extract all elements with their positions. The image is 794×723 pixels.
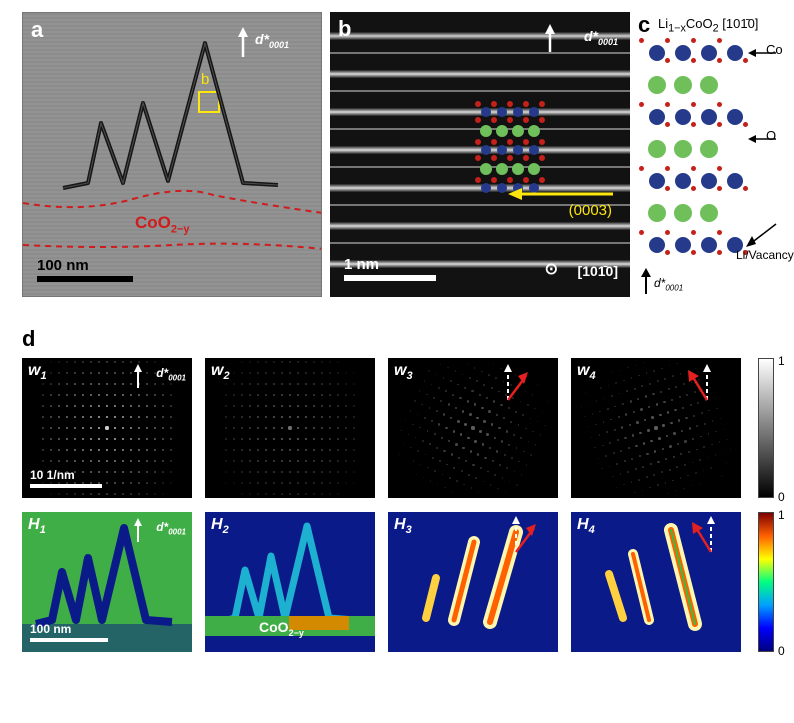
scalebar-a (37, 276, 133, 282)
ref-arrow-w3 (488, 364, 528, 404)
d0001-label-b: d*0001 (584, 28, 618, 47)
d0001-label-h1: d*0001 (156, 520, 186, 536)
w3-pattern (388, 358, 558, 498)
h2-region-label: CoO2−y (259, 619, 304, 638)
map-h3: H3 (388, 512, 558, 652)
panel-a: b CoO2−y d*0001 a 100 nm (22, 12, 322, 297)
w2-pattern (205, 358, 375, 498)
w1-label: w1 (28, 362, 47, 382)
co-label-arrow (748, 46, 778, 60)
h2-label: H2 (211, 516, 229, 536)
map-h4: H4 (571, 512, 741, 652)
li-label-arrow (738, 222, 778, 252)
atom-overlay (470, 98, 550, 194)
d0001-arrow-a (233, 27, 253, 61)
region-label-coO2y: CoO2−y (135, 213, 190, 235)
panel-b: (0003) d*0001 ⊙ [101̄0] b 1 nm (330, 12, 630, 297)
panel-d-row-maps: H1 d*0001 100 nm H2 CoO2−y H3 (22, 512, 741, 652)
w3-label: w3 (394, 362, 413, 382)
jet-colorbar (758, 512, 774, 652)
panel-c-title: Li1−xCoO2 [101̄0] (658, 16, 758, 35)
h4-label: H4 (577, 516, 595, 536)
map-h2: H2 CoO2−y (205, 512, 375, 652)
scalebar-text-h: 100 nm (30, 622, 71, 636)
diff-w2: w2 (205, 358, 375, 498)
w2-label: w2 (211, 362, 230, 382)
panel-label-a: a (31, 17, 43, 43)
panel-label-b: b (338, 16, 351, 42)
zone-axis-symbol: ⊙ (545, 259, 558, 279)
o-label-arrow (748, 132, 778, 146)
diff-w3: w3 (388, 358, 558, 498)
scalebar-text-a: 100 nm (37, 257, 89, 274)
jetbar-min: 0 (778, 644, 785, 658)
d0001-arrow-b (540, 24, 560, 56)
d0001-label-w1: d*0001 (156, 366, 186, 382)
scalebar-h (30, 638, 108, 642)
scalebar-w (30, 484, 102, 488)
degraded-region-outline (23, 13, 322, 297)
plane-label-0003: (0003) (569, 202, 612, 219)
region-b-label: b (201, 71, 209, 88)
d0001-label-a: d*0001 (255, 31, 289, 50)
map-h1: H1 d*0001 100 nm (22, 512, 192, 652)
ref-arrow-h4 (683, 516, 723, 556)
panel-d-row-diffraction: w1 d*0001 10 1/nm w2 w3 w4 (22, 358, 741, 498)
scalebar-b (344, 275, 436, 281)
diff-w1: w1 d*0001 10 1/nm (22, 358, 192, 498)
panel-label-d: d (22, 326, 35, 352)
panel-label-c: c (638, 12, 650, 38)
graybar-max: 1 (778, 354, 785, 368)
graybar-min: 0 (778, 490, 785, 504)
h1-label: H1 (28, 516, 46, 536)
panel-c: c Li1−xCoO2 [101̄0] Co O Li/Vacancy d*00… (638, 12, 788, 297)
d0001-arrow-h1 (130, 518, 146, 544)
h3-label: H3 (394, 516, 412, 536)
d0001-arrow-c (638, 268, 654, 296)
ref-arrow-h3 (496, 516, 536, 556)
zone-axis-label: [101̄0] (578, 263, 618, 279)
jetbar-max: 1 (778, 508, 785, 522)
d0001-label-c: d*0001 (654, 276, 683, 292)
diff-w4: w4 (571, 358, 741, 498)
d0001-arrow-w1 (130, 364, 146, 390)
scalebar-text-w: 10 1/nm (30, 468, 75, 482)
ref-arrow-w4 (679, 364, 719, 404)
w4-label: w4 (577, 362, 596, 382)
grayscale-colorbar (758, 358, 774, 498)
plane-arrow-0003 (508, 184, 618, 204)
scalebar-text-b: 1 nm (344, 256, 379, 273)
